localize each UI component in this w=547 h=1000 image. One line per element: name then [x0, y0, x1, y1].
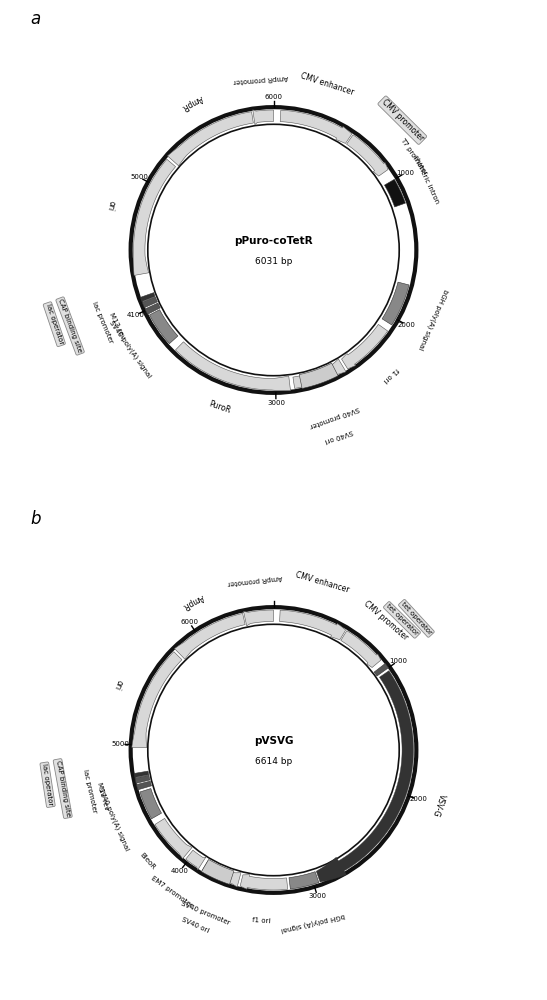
Text: CMV promoter: CMV promoter — [362, 599, 409, 642]
Text: ori: ori — [105, 199, 117, 212]
Polygon shape — [341, 324, 388, 369]
Text: BleoR: BleoR — [138, 852, 156, 871]
Text: CMV promoter: CMV promoter — [380, 98, 425, 143]
Text: 1000: 1000 — [389, 658, 407, 664]
Polygon shape — [167, 112, 253, 166]
Polygon shape — [240, 875, 288, 890]
Polygon shape — [253, 110, 274, 125]
Polygon shape — [145, 303, 160, 314]
Text: bGH poly(A) signal: bGH poly(A) signal — [417, 288, 450, 350]
Text: CAP binding site: CAP binding site — [57, 298, 83, 354]
Text: 3000: 3000 — [309, 893, 327, 899]
Polygon shape — [243, 610, 274, 626]
Polygon shape — [136, 781, 152, 790]
Text: f1 ori: f1 ori — [382, 366, 400, 383]
Text: lac operator: lac operator — [45, 303, 64, 345]
Text: 2000: 2000 — [398, 322, 416, 328]
Text: AmpR promoter: AmpR promoter — [233, 74, 288, 84]
Text: 2000: 2000 — [409, 796, 427, 802]
Text: CMV enhancer: CMV enhancer — [299, 71, 355, 97]
Text: AmpR: AmpR — [181, 592, 205, 611]
Text: a: a — [31, 10, 41, 28]
Polygon shape — [202, 861, 241, 887]
Text: 4000: 4000 — [171, 868, 189, 874]
Polygon shape — [316, 671, 414, 882]
Text: lac operator: lac operator — [42, 763, 54, 806]
Text: bGH poly(A) signal: bGH poly(A) signal — [281, 912, 346, 933]
Text: lac promoter: lac promoter — [91, 300, 114, 344]
Text: 5000: 5000 — [112, 741, 130, 747]
Polygon shape — [132, 652, 182, 748]
Polygon shape — [155, 818, 192, 859]
Polygon shape — [201, 859, 234, 884]
Text: VSV-G: VSV-G — [431, 792, 447, 817]
Text: SV40 ori: SV40 ori — [181, 916, 210, 933]
Polygon shape — [174, 613, 245, 659]
Text: b: b — [31, 510, 41, 528]
Polygon shape — [176, 342, 290, 391]
Polygon shape — [293, 359, 346, 388]
Text: 1000: 1000 — [397, 170, 415, 176]
Polygon shape — [382, 282, 409, 325]
Polygon shape — [134, 771, 149, 777]
Text: pPuro-coTetR: pPuro-coTetR — [234, 236, 313, 246]
Text: tet operator: tet operator — [385, 603, 419, 637]
Text: 6031 bp: 6031 bp — [255, 257, 292, 266]
Text: 6000: 6000 — [181, 619, 199, 625]
Polygon shape — [280, 610, 346, 640]
Text: 5000: 5000 — [130, 174, 148, 180]
Text: lac promoter: lac promoter — [82, 769, 97, 813]
Polygon shape — [299, 363, 338, 388]
Text: 6000: 6000 — [265, 94, 282, 100]
Text: EM7 promoter: EM7 promoter — [150, 875, 194, 909]
Text: pVSVG: pVSVG — [254, 736, 293, 746]
Polygon shape — [133, 159, 176, 275]
Text: SV40 ori: SV40 ori — [324, 428, 354, 444]
Text: CAP binding site: CAP binding site — [55, 760, 71, 817]
Polygon shape — [341, 631, 381, 667]
Polygon shape — [385, 179, 405, 207]
Text: PuroR: PuroR — [208, 399, 232, 415]
Polygon shape — [289, 872, 319, 889]
Polygon shape — [141, 293, 155, 302]
Polygon shape — [374, 663, 388, 676]
Text: 4100: 4100 — [126, 312, 144, 318]
Text: 3000: 3000 — [267, 400, 285, 406]
Polygon shape — [186, 850, 206, 870]
Text: SV40 promoter: SV40 promoter — [181, 901, 231, 926]
Text: M13 rev: M13 rev — [96, 782, 109, 811]
Text: ori: ori — [112, 678, 124, 691]
Polygon shape — [142, 297, 158, 308]
Text: f1 ori: f1 ori — [252, 917, 271, 925]
Text: AmpR promoter: AmpR promoter — [227, 574, 283, 586]
Text: AmpR: AmpR — [181, 93, 205, 112]
Text: SV40 poly(A) signal: SV40 poly(A) signal — [97, 787, 130, 852]
Text: tet operator: tet operator — [400, 601, 433, 636]
Text: SV40 promoter: SV40 promoter — [309, 405, 360, 428]
Text: M13 rev: M13 rev — [108, 312, 126, 340]
Text: CMV enhancer: CMV enhancer — [295, 571, 351, 595]
Text: T7 promoter: T7 promoter — [399, 136, 428, 176]
Polygon shape — [347, 135, 388, 176]
Polygon shape — [135, 775, 150, 783]
Text: 6614 bp: 6614 bp — [255, 757, 292, 766]
Polygon shape — [149, 310, 178, 344]
Text: chimeric intron: chimeric intron — [412, 154, 440, 204]
Text: SV40 poly(A) signal: SV40 poly(A) signal — [108, 320, 153, 379]
Polygon shape — [280, 110, 352, 143]
Polygon shape — [140, 789, 161, 819]
